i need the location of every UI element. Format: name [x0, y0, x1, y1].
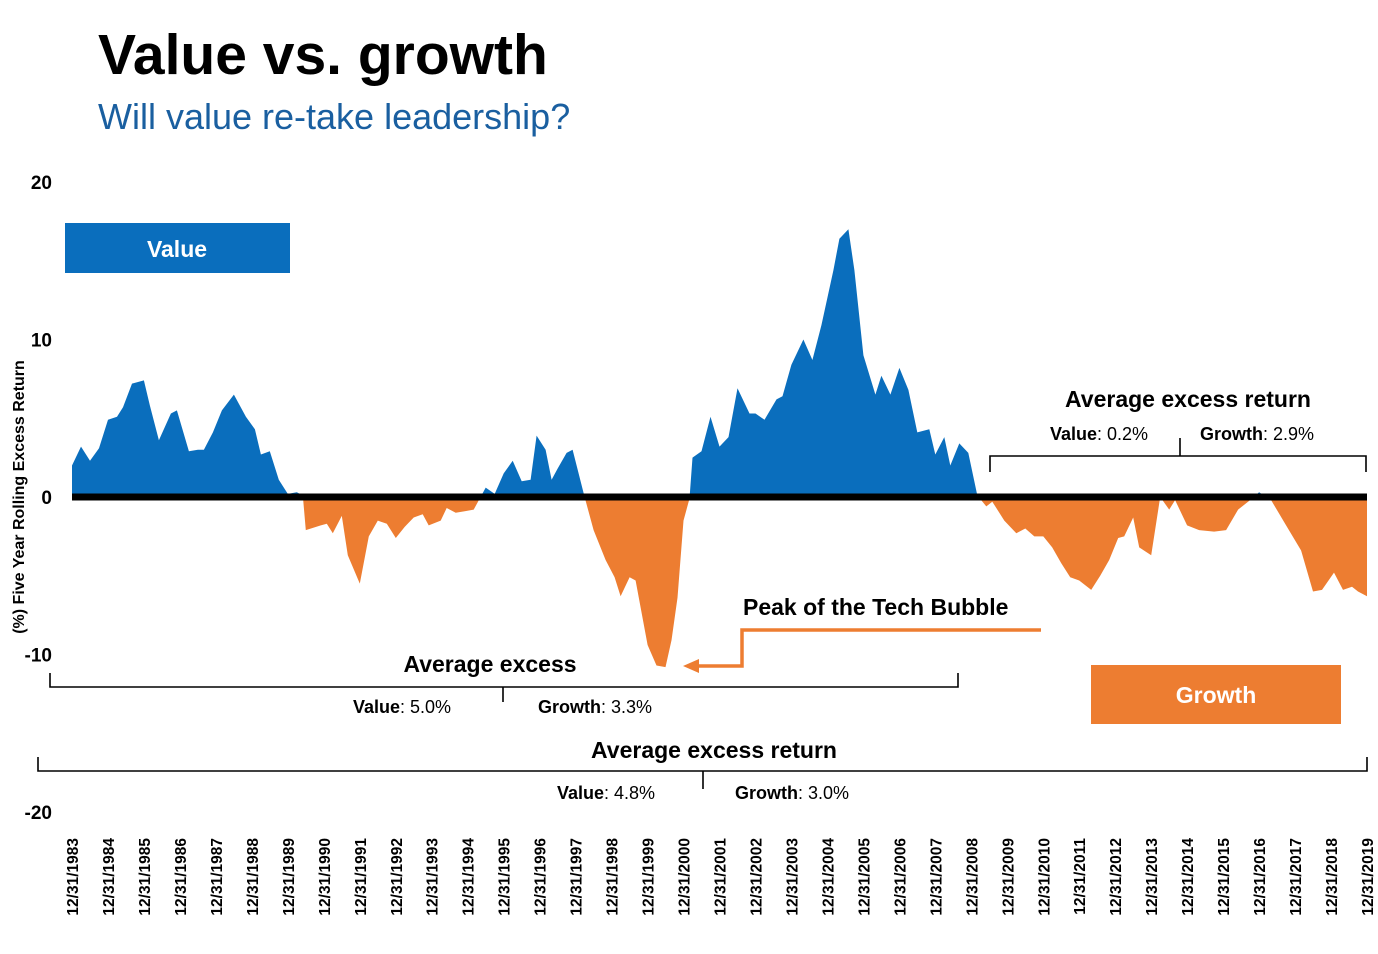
x-tick-label: 12/31/1989: [281, 838, 298, 916]
annotation-recent-heading: Average excess return: [1065, 386, 1311, 412]
value-area: [72, 229, 1367, 497]
x-tick-label: 12/31/2004: [820, 838, 837, 916]
y-tick-label: -20: [25, 803, 52, 824]
x-tick-labels: 12/31/1983 12/31/1984 12/31/1985 12/31/1986…: [65, 838, 1377, 916]
y-tick-label: 0: [41, 488, 52, 509]
legend-growth-swatch: [1091, 665, 1341, 724]
x-tick-label: 12/31/1990: [317, 838, 334, 916]
x-tick-label: 12/31/1998: [605, 838, 622, 916]
page-subtitle: Will value re-take leadership?: [98, 96, 570, 137]
x-tick-label: 12/31/2013: [1144, 838, 1161, 916]
x-tick-label: 12/31/2001: [713, 838, 730, 916]
x-tick-label: 12/31/2006: [892, 838, 909, 916]
tech-bubble-arrow-line: [696, 628, 1041, 668]
bracket-early: [49, 673, 959, 702]
x-tick-label: 12/31/2014: [1180, 838, 1197, 916]
legend-growth-label: Growth: [1176, 682, 1257, 708]
x-tick-label: 12/31/2018: [1324, 838, 1341, 916]
x-tick-label: 12/31/2015: [1216, 838, 1233, 916]
x-tick-label: 12/31/2005: [856, 838, 873, 916]
annotation-full-growth: Growth: 3.0%: [735, 783, 849, 803]
annotation-early-heading: Average excess: [403, 651, 576, 677]
x-tick-label: 12/31/1996: [533, 838, 550, 916]
x-tick-label: 12/31/2019: [1360, 838, 1377, 916]
annotation-full: Average excess return Value: 4.8% Growth…: [37, 737, 1368, 803]
tech-bubble-label: Peak of the Tech Bubble: [743, 594, 1008, 620]
annotation-recent: Average excess return Value: 0.2% Growth…: [989, 386, 1367, 472]
legend-value-swatch: [65, 223, 290, 273]
x-tick-label: 12/31/2017: [1288, 838, 1305, 916]
page-title: Value vs. growth: [98, 23, 548, 87]
x-tick-label: 12/31/1993: [425, 838, 442, 916]
x-tick-label: 12/31/1984: [101, 838, 118, 916]
x-tick-label: 12/31/2012: [1108, 838, 1125, 916]
annotation-full-heading: Average excess return: [591, 737, 837, 763]
x-tick-label: 12/31/1991: [353, 838, 370, 916]
y-tick-label: 20: [31, 173, 52, 194]
bracket-recent: [989, 438, 1367, 472]
annotation-early: Average excess Value: 5.0% Growth: 3.3%: [49, 651, 959, 717]
annotation-early-growth: Growth: 3.3%: [538, 697, 652, 717]
x-tick-label: 12/31/2011: [1072, 838, 1089, 915]
annotation-early-value: Value: 5.0%: [353, 697, 451, 717]
x-tick-label: 12/31/1985: [137, 838, 154, 916]
x-tick-label: 12/31/2003: [784, 838, 801, 916]
annotation-full-value: Value: 4.8%: [557, 783, 655, 803]
y-tick-label: 10: [31, 331, 52, 352]
x-tick-label: 12/31/1999: [641, 838, 658, 916]
bracket-full: [37, 757, 1368, 789]
x-tick-label: 12/31/1987: [209, 838, 226, 916]
x-tick-label: 12/31/1992: [389, 838, 406, 916]
legend-value-label: Value: [147, 236, 207, 262]
x-tick-label: 12/31/1986: [173, 838, 190, 916]
y-tick-label: -10: [25, 646, 52, 667]
x-tick-label: 12/31/1994: [461, 838, 478, 916]
x-tick-label: 12/31/1988: [245, 838, 262, 916]
annotation-recent-growth: Growth: 2.9%: [1200, 424, 1314, 444]
x-tick-label: 12/31/2008: [964, 838, 981, 916]
arrow-left-icon: [683, 659, 699, 673]
x-tick-label: 12/31/1995: [497, 838, 514, 916]
x-tick-label: 12/31/2000: [677, 838, 694, 916]
y-axis-label: (%) Five Year Rolling Excess Return: [11, 360, 28, 634]
legend-value: Value: [65, 223, 290, 273]
x-tick-label: 12/31/2010: [1036, 838, 1053, 916]
x-tick-label: 12/31/2016: [1252, 838, 1269, 916]
annotation-tech-bubble: Peak of the Tech Bubble: [683, 594, 1041, 673]
x-tick-label: 12/31/1983: [65, 838, 82, 916]
x-tick-label: 12/31/2007: [928, 838, 945, 916]
x-tick-label: 12/31/1997: [569, 838, 586, 916]
x-tick-label: 12/31/2002: [748, 838, 765, 916]
legend-growth: Growth: [1091, 665, 1341, 724]
x-tick-label: 12/31/2009: [1000, 838, 1017, 916]
y-tick-labels: 20 10 0 -10 -20: [25, 173, 52, 824]
annotation-recent-value: Value: 0.2%: [1050, 424, 1148, 444]
